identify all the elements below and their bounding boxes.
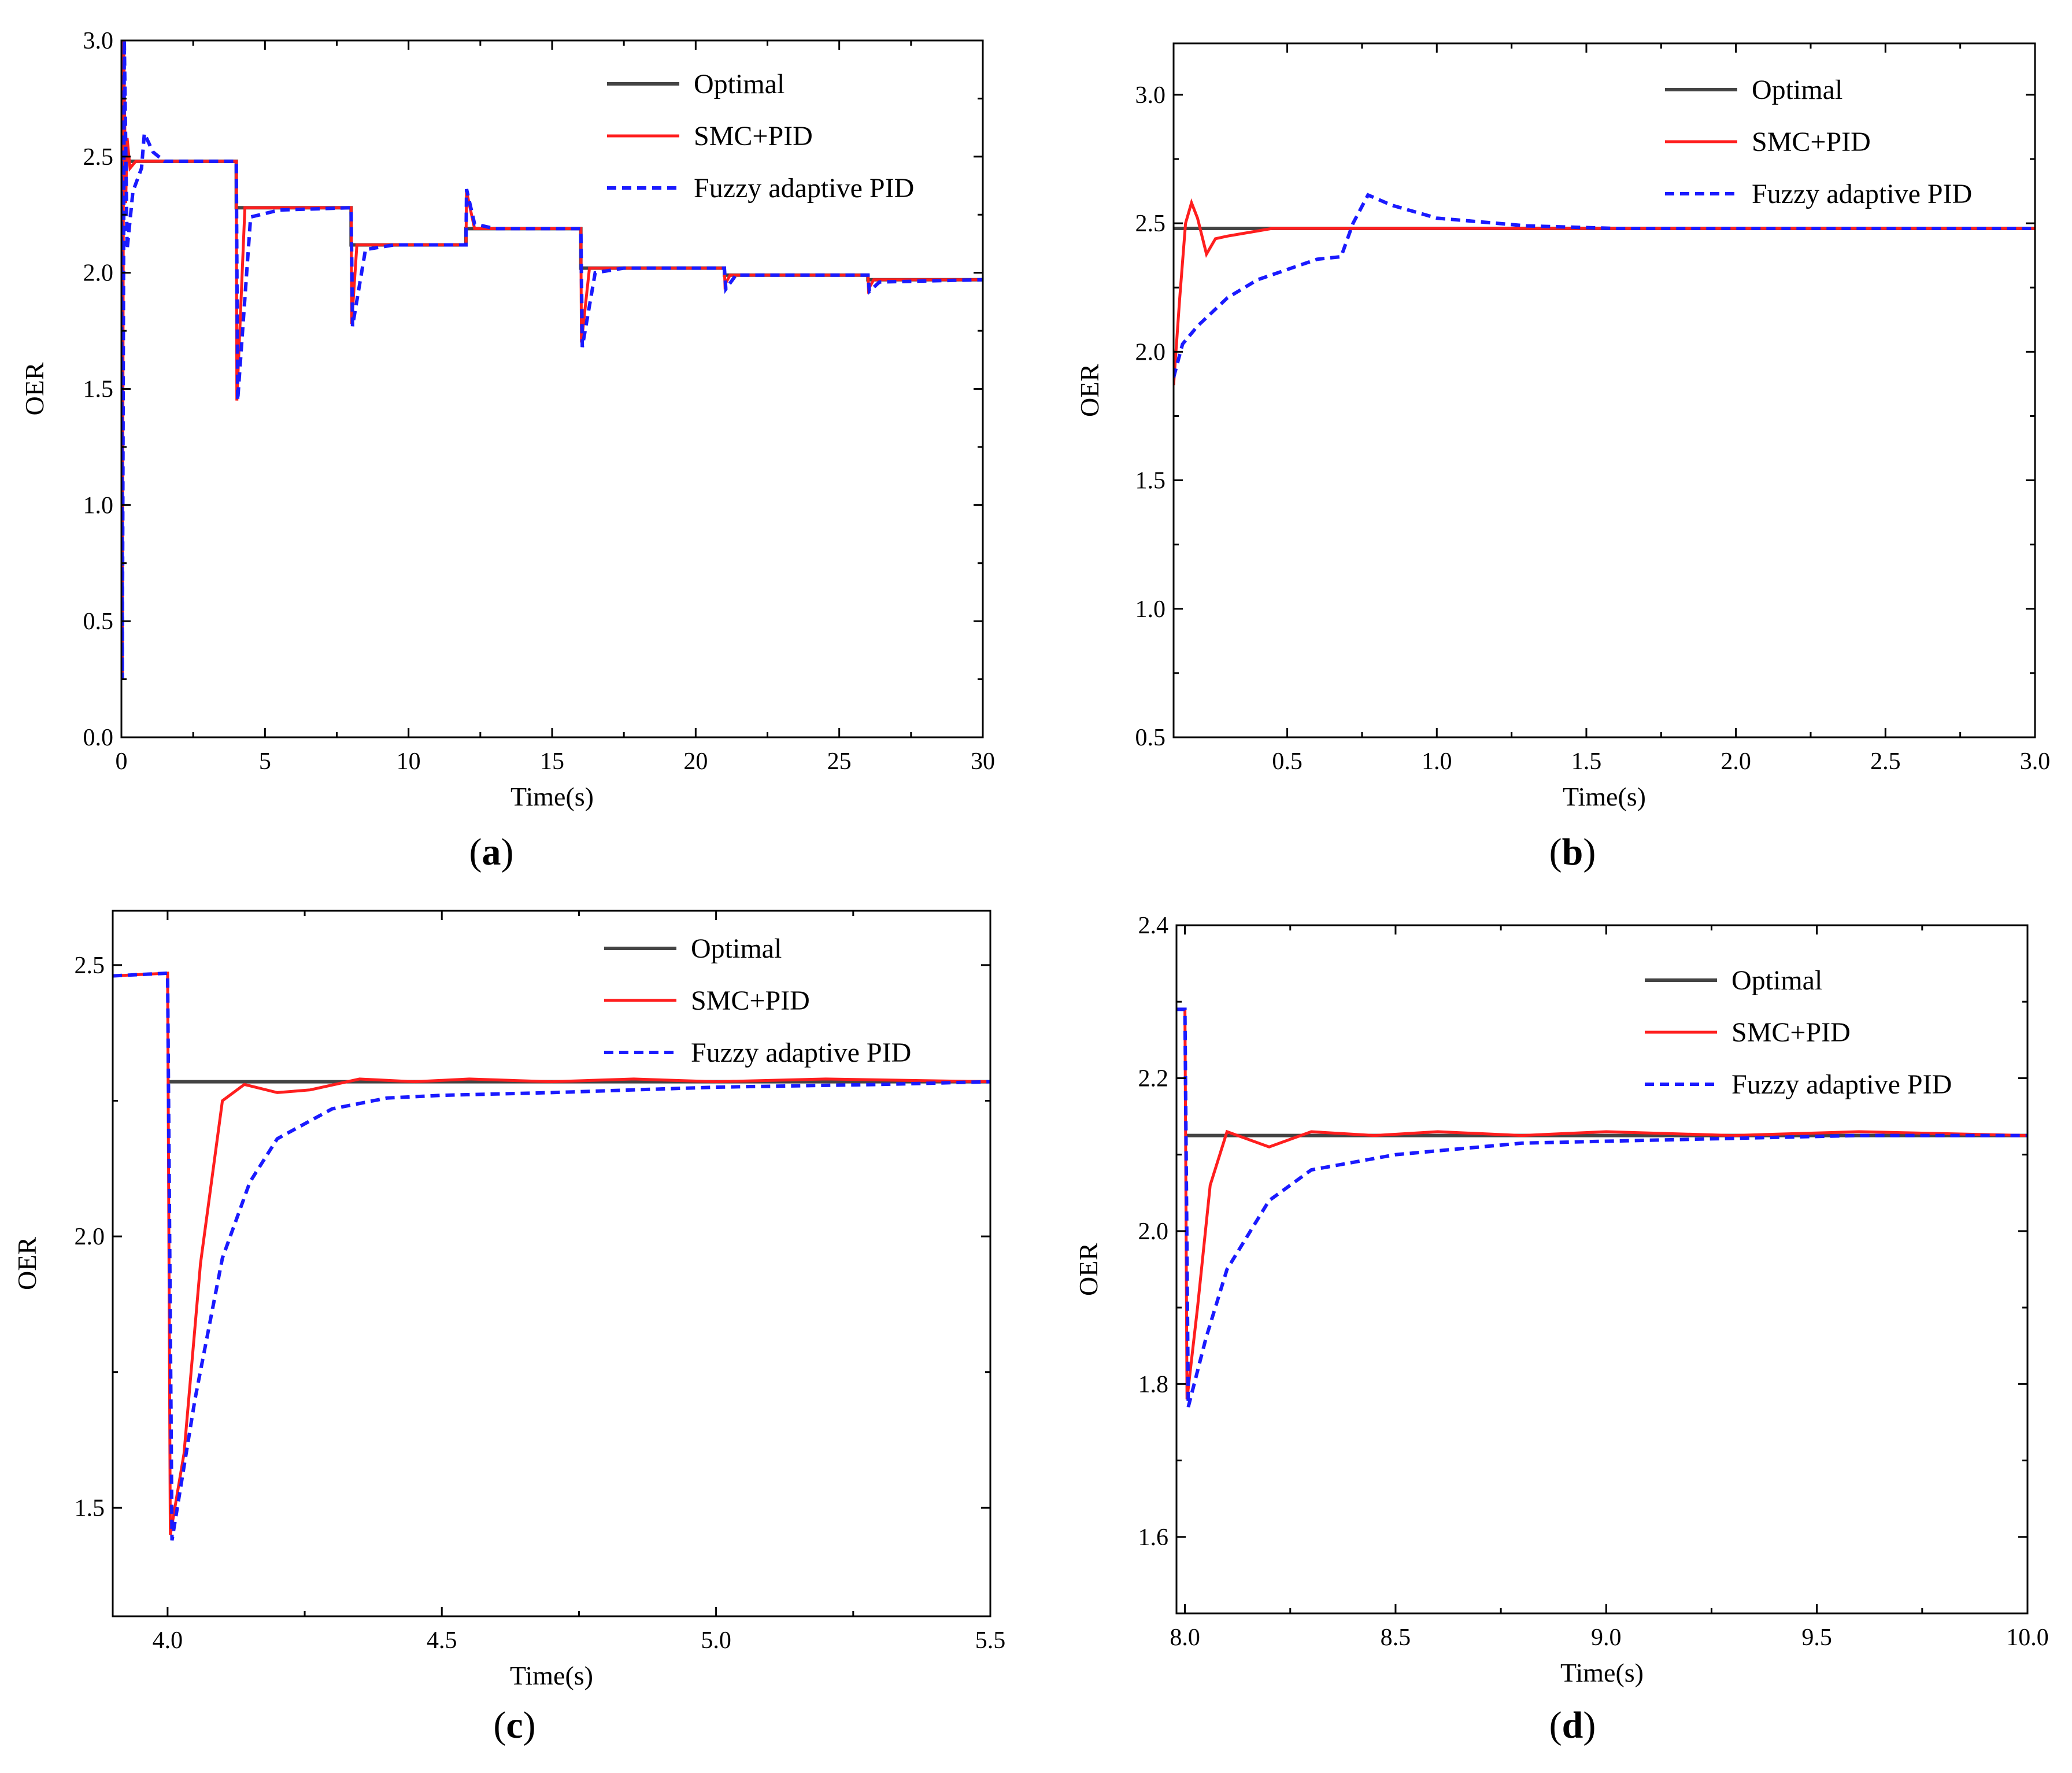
x-tick-label: 10.0	[2006, 1624, 2049, 1651]
x-tick-label: 4.5	[427, 1627, 457, 1654]
y-tick-label: 1.0	[1135, 596, 1166, 623]
legend-label: Fuzzy adaptive PID	[694, 173, 914, 204]
plot-frame	[112, 910, 991, 1617]
y-tick-label: 2.2	[1138, 1065, 1169, 1092]
y-tick-label: 2.5	[75, 952, 105, 979]
x-tick-label: 1.0	[1422, 748, 1452, 775]
panel-caption: (c)	[493, 1704, 535, 1746]
plot-frame	[120, 39, 984, 738]
y-tick-label: 2.0	[83, 260, 114, 287]
chart-panel-c: 4.0 4.5 5.0 5.5 1.5 2.0 2.5 Time(s) OER Optimal SM…	[12, 910, 1006, 1746]
y-tick-label: 2.5	[1135, 210, 1166, 237]
x-tick-label: 8.5	[1381, 1624, 1411, 1651]
legend-label: Optimal	[1752, 75, 1842, 105]
x-tick-label: 0	[116, 748, 128, 775]
y-tick-label: 1.5	[1135, 468, 1166, 494]
series-smc-line	[113, 972, 990, 1535]
plot-frame	[1172, 42, 2036, 738]
legend-label: Optimal	[691, 933, 782, 964]
x-tick-label: 9.5	[1801, 1624, 1832, 1651]
x-tick-label: 1.5	[1571, 748, 1602, 775]
y-tick-label: 3.0	[83, 28, 114, 54]
y-tick-label: 2.4	[1138, 913, 1169, 939]
x-axis-label: Time(s)	[510, 1661, 593, 1690]
x-axis-label: Time(s)	[510, 782, 594, 811]
legend-label: Fuzzy adaptive PID	[1731, 1069, 1952, 1100]
y-tick-label: 1.0	[83, 492, 114, 519]
y-tick-label: 1.8	[1138, 1371, 1169, 1398]
x-tick-label: 20	[683, 748, 708, 775]
x-tick-label: 5.5	[975, 1627, 1006, 1654]
x-tick-label: 5	[259, 748, 271, 775]
panel-caption: (a)	[469, 831, 514, 873]
panel-caption: (d)	[1549, 1704, 1596, 1746]
series-smc-line	[1174, 198, 2035, 386]
y-tick-label: 2.0	[1138, 1218, 1169, 1245]
y-tick-label: 1.6	[1138, 1524, 1169, 1551]
legend-label: Optimal	[1731, 965, 1822, 996]
series-fuzzy-line	[113, 971, 990, 1541]
y-tick-label: 0.5	[83, 608, 114, 635]
legend-label: SMC+PID	[1752, 127, 1871, 157]
y-tick-label: 1.5	[75, 1495, 105, 1521]
x-tick-label: 8.0	[1170, 1624, 1200, 1651]
chart-panel-a: 0 5 10 15 20 25 30 0.0 0.5 1.0 1.5 2.0 2.5 3.0 Time(s)…	[20, 28, 995, 873]
x-tick-label: 25	[827, 748, 852, 775]
y-tick-label: 1.5	[83, 376, 114, 403]
y-tick-label: 2.0	[1135, 339, 1166, 365]
y-tick-label: 3.0	[1135, 82, 1166, 109]
legend-label: SMC+PID	[1731, 1017, 1851, 1048]
plot-frame	[1175, 924, 2029, 1615]
legend-label: Fuzzy adaptive PID	[691, 1037, 911, 1068]
chart-panel-b: 0.5 1.0 1.5 2.0 2.5 3.0 0.5 1.0 1.5 2.0 2.5 3.0 Time…	[1075, 42, 2051, 873]
legend-label: Optimal	[694, 69, 785, 99]
y-tick-label: 2.0	[75, 1224, 105, 1250]
y-axis-label: OER	[12, 1237, 42, 1290]
x-tick-label: 30	[971, 748, 995, 775]
series-fuzzy-line	[1174, 193, 2035, 378]
x-tick-label: 5.0	[701, 1627, 731, 1654]
series-fuzzy-line	[121, 40, 983, 679]
series-smc-line	[121, 40, 983, 679]
legend-label: SMC+PID	[691, 985, 810, 1016]
y-axis-label: OER	[20, 362, 49, 415]
series-smc-line	[1176, 1007, 2027, 1400]
y-axis-label: OER	[1074, 1243, 1103, 1296]
x-tick-label: 4.0	[153, 1627, 183, 1654]
y-axis-label: OER	[1075, 364, 1104, 417]
x-tick-label: 10	[397, 748, 421, 775]
x-tick-label: 15	[540, 748, 564, 775]
x-tick-label: 2.0	[1720, 748, 1751, 775]
x-tick-label: 0.5	[1272, 748, 1303, 775]
x-axis-label: Time(s)	[1560, 1658, 1644, 1687]
y-tick-label: 2.5	[83, 144, 114, 171]
x-axis-label: Time(s)	[1563, 782, 1646, 811]
y-tick-label: 0.0	[83, 725, 114, 751]
series-fuzzy-line	[1176, 1007, 2027, 1408]
panel-caption: (b)	[1549, 831, 1596, 873]
x-tick-label: 2.5	[1870, 748, 1901, 775]
chart-panel-d: 8.0 8.5 9.0 9.5 10.0 1.6 1.8 2.0 2.2 2.4 Time(s) OE…	[1074, 913, 2049, 1746]
x-tick-label: 9.0	[1591, 1624, 1622, 1651]
y-tick-label: 0.5	[1135, 725, 1166, 751]
legend-label: Fuzzy adaptive PID	[1752, 179, 1972, 209]
legend-label: SMC+PID	[694, 121, 813, 152]
x-tick-label: 3.0	[2020, 748, 2051, 775]
